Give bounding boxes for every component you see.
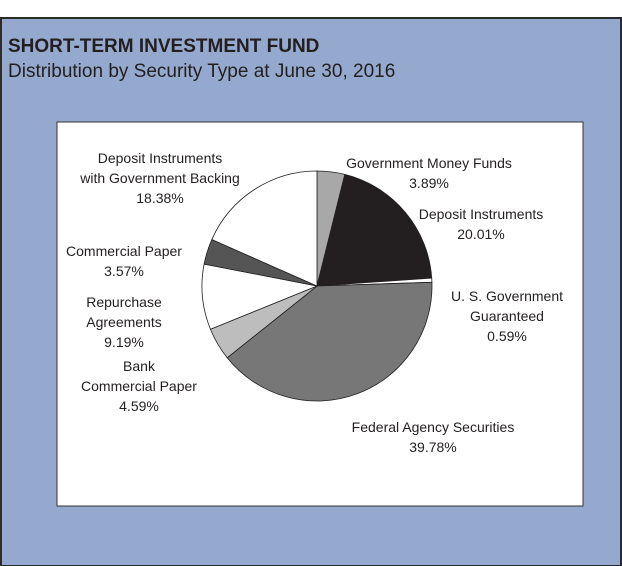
- slice-label: Commercial Paper: [66, 243, 182, 259]
- pie-slice: [211, 170, 318, 287]
- value-label: 20.01%: [457, 226, 504, 242]
- pie-slice: [316, 173, 433, 287]
- chart-subtitle: Distribution by Security Type at June 30…: [8, 61, 395, 82]
- slice-label: Repurchase Agreements: [86, 294, 162, 330]
- slice-label: U. S. Government Guaranteed: [451, 288, 563, 324]
- chart-title: SHORT-TERM INVESTMENT FUND: [8, 36, 319, 57]
- value-label: 0.59%: [487, 328, 527, 344]
- value-label: 9.19%: [104, 334, 144, 350]
- slice-label: Deposit Instruments: [419, 206, 544, 222]
- slice-label: Bank Commercial Paper: [81, 358, 197, 394]
- value-label: 39.78%: [409, 439, 456, 455]
- value-label: 4.59%: [119, 398, 159, 414]
- pie-slice: [226, 281, 433, 402]
- slice-label: Deposit Instruments with Government Backi…: [79, 150, 240, 186]
- value-label: 3.57%: [104, 263, 144, 279]
- value-label: 18.38%: [136, 190, 183, 206]
- slice-label: Federal Agency Securities: [352, 419, 515, 435]
- value-label: 3.89%: [409, 175, 449, 191]
- slice-label: Government Money Funds: [346, 155, 512, 171]
